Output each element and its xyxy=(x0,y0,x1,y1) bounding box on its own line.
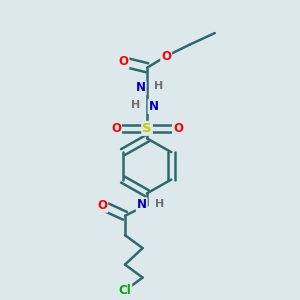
Text: O: O xyxy=(97,199,107,212)
Text: N: N xyxy=(137,198,147,211)
Text: Cl: Cl xyxy=(118,284,131,297)
Text: H: H xyxy=(131,100,140,110)
Text: S: S xyxy=(142,122,152,135)
Text: H: H xyxy=(154,82,163,92)
Text: O: O xyxy=(118,56,128,68)
Text: O: O xyxy=(111,122,121,135)
Text: H: H xyxy=(155,199,164,209)
Text: N: N xyxy=(148,100,158,113)
Text: N: N xyxy=(136,81,146,94)
Text: O: O xyxy=(173,122,183,135)
Text: O: O xyxy=(161,50,171,63)
